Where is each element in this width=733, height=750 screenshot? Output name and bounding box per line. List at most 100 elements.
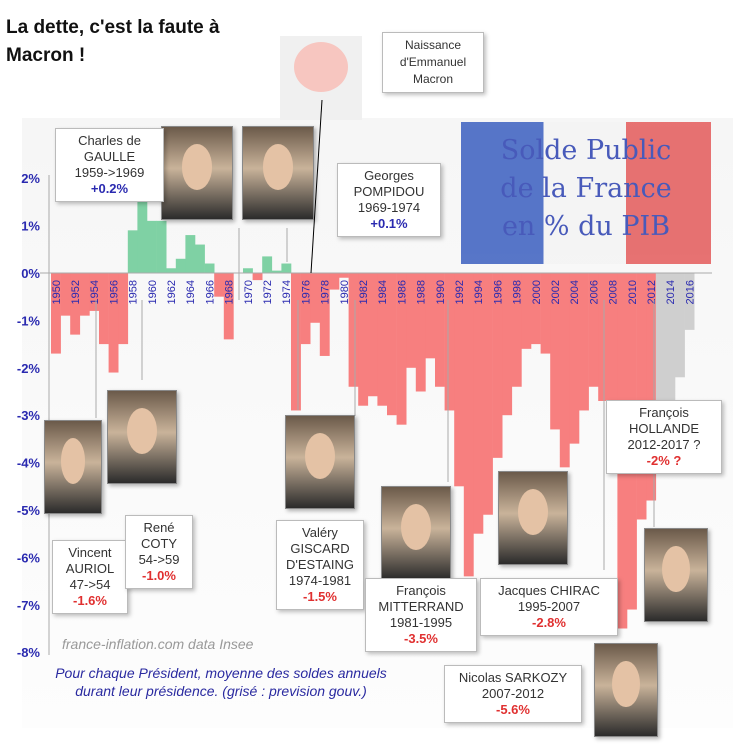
x-tick-label: 2016	[684, 280, 696, 304]
bar-1983	[367, 273, 378, 397]
x-tick-label: 1974	[281, 280, 293, 304]
bar-1993	[463, 273, 474, 577]
bar-1963	[175, 258, 186, 273]
x-tick-label: 1952	[70, 280, 82, 304]
birth-line: Naissance	[404, 38, 462, 52]
chart-title-line: Solde Public	[500, 135, 672, 166]
bar-2015	[675, 273, 685, 378]
bar-1955	[99, 273, 109, 345]
x-tick-label: 1954	[89, 280, 101, 304]
bar-1952	[70, 273, 81, 335]
president-average: -1.5%	[303, 589, 337, 604]
bar-1970	[243, 268, 253, 273]
bar-1972	[262, 256, 273, 273]
bar-1967	[214, 273, 225, 297]
president-name: Georges	[364, 168, 414, 183]
president-callout: Georges POMPIDOU 1969-1974 +0.1%	[337, 163, 441, 237]
bar-1981	[348, 273, 359, 387]
source-credit: france-inflation.com data Insee	[62, 636, 254, 652]
president-name: GISCARD	[290, 541, 350, 556]
bar-2003	[559, 273, 570, 468]
x-tick-label: 1984	[377, 280, 389, 304]
president-term: 54->59	[138, 552, 180, 567]
x-tick-label: 1958	[128, 280, 140, 304]
bar-1950	[51, 273, 61, 354]
president-average: -3.5%	[404, 631, 438, 646]
bar-1996	[492, 273, 503, 458]
pointer-arrow	[310, 99, 323, 274]
photo-mitterrand	[381, 486, 451, 580]
bar-1979	[329, 273, 340, 290]
president-name: René	[143, 520, 175, 535]
footnote: Pour chaque Président, moyenne des solde…	[11, 664, 431, 700]
x-tick-label: 2002	[550, 280, 562, 304]
photo-chirac	[498, 471, 568, 565]
bar-1999	[521, 273, 532, 349]
bar-2016	[684, 273, 695, 330]
birth-callout: Naissance d'Emmanuel Macron	[382, 32, 484, 93]
note-line: Pour chaque Président, moyenne des solde…	[55, 665, 387, 681]
bar-1984	[377, 273, 388, 406]
bar-1992	[454, 273, 465, 487]
y-tick-label: 0%	[21, 266, 40, 281]
president-term: 2007-2012	[481, 686, 545, 701]
bar-1965	[195, 244, 205, 273]
x-tick-label: 1998	[512, 280, 524, 304]
bar-1959	[137, 201, 148, 273]
baby-image	[280, 36, 362, 120]
x-tick-label: 2004	[569, 280, 581, 304]
x-tick-label: 1976	[300, 280, 312, 304]
birth-line: d'Emmanuel	[399, 55, 467, 69]
y-tick-label: -8%	[17, 645, 41, 660]
president-callout: Jacques CHIRAC 1995-2007 -2.8%	[480, 578, 618, 636]
bar-1964	[185, 235, 196, 273]
bar-2008	[607, 273, 618, 430]
bar-1956	[108, 273, 119, 373]
photo-sarkozy	[594, 643, 658, 737]
bar-1985	[387, 273, 397, 416]
president-average: -2% ?	[646, 453, 682, 468]
president-average: -2.8%	[532, 615, 566, 630]
president-callout: Charles de GAULLE 1959->1969 +0.2%	[55, 128, 164, 202]
bar-1987	[406, 273, 417, 368]
bar-2001	[540, 273, 551, 354]
president-average: -1.6%	[73, 593, 107, 608]
y-tick-label: -7%	[17, 598, 41, 613]
bar-1954	[89, 273, 100, 311]
x-tick-label: 1972	[262, 280, 274, 304]
photo-de-gaulle	[161, 126, 233, 220]
bar-1975	[291, 273, 301, 411]
x-tick-label: 1990	[435, 280, 447, 304]
x-tick-label: 1962	[166, 280, 178, 304]
bar-2011	[636, 273, 647, 520]
president-name: Nicolas SARKOZY	[458, 670, 568, 685]
photo-hollande	[644, 528, 708, 622]
x-tick-label: 2010	[627, 280, 639, 304]
y-tick-label: -2%	[17, 361, 41, 376]
bar-1997	[502, 273, 513, 416]
birth-line: Macron	[412, 72, 453, 86]
president-name: Jacques CHIRAC	[498, 583, 600, 598]
bar-1958	[127, 230, 138, 273]
x-tick-label: 2012	[646, 280, 658, 304]
bar-1976	[300, 273, 311, 345]
bar-2005	[579, 273, 589, 411]
president-term: 1959->1969	[74, 165, 145, 180]
bar-1971	[252, 273, 263, 281]
photo-auriol	[44, 420, 102, 514]
president-name: François	[639, 405, 689, 420]
bar-1980	[339, 273, 349, 278]
bar-2013	[655, 273, 666, 449]
bar-1951	[60, 273, 71, 316]
y-tick-label: 2%	[21, 171, 40, 186]
president-average: -1.0%	[142, 568, 176, 583]
president-callout: Nicolas SARKOZY 2007-2012 -5.6%	[444, 665, 582, 723]
x-tick-label: 1964	[185, 280, 197, 304]
bar-1988	[415, 273, 426, 392]
president-callout: François HOLLANDE 2012-2017 ? -2% ?	[606, 400, 722, 474]
x-tick-label: 1994	[473, 280, 485, 304]
president-term: 1981-1995	[389, 615, 453, 630]
president-name: Vincent	[68, 545, 112, 560]
bar-1962	[166, 268, 177, 273]
